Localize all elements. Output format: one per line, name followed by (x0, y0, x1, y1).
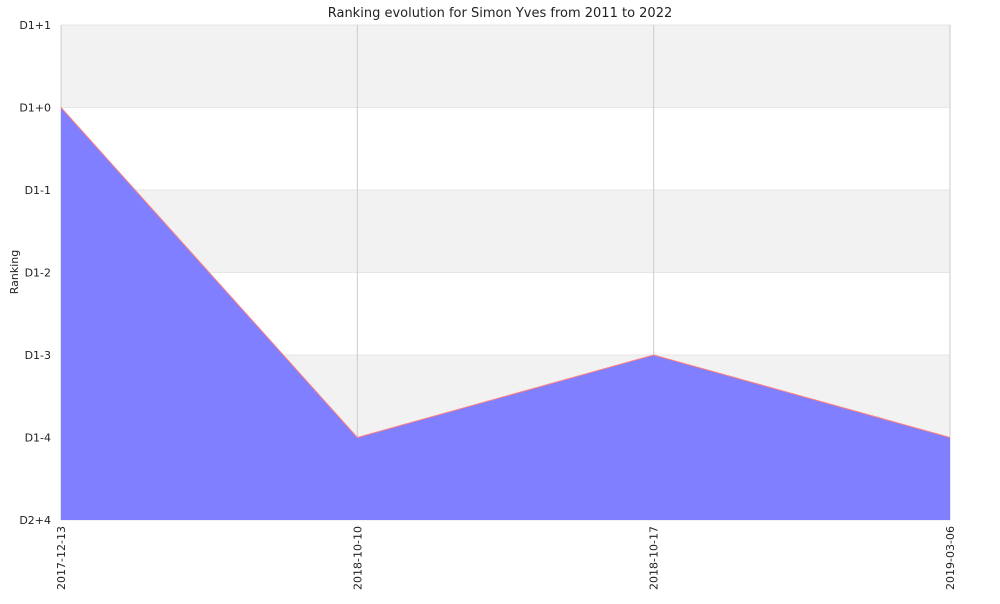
y-tick-label: D1-3 (25, 349, 51, 362)
chart-title: Ranking evolution for Simon Yves from 20… (328, 6, 673, 21)
y-tick-label: D1-1 (25, 184, 51, 197)
x-tick-label: 2018-10-10 (351, 526, 364, 590)
series-line (60, 107, 951, 439)
x-tick-label: 2019-03-06 (944, 526, 957, 590)
y-tick-label: D1-4 (25, 432, 51, 445)
tick-labels: D1+1 D1+0 D1-1 D1-2 D1-3 D1-4 D2+4 2017-12-13 20… (19, 19, 957, 590)
background-band (61, 107, 950, 190)
y-tick-label: D2+4 (19, 514, 51, 527)
y-tick-label: D1+0 (19, 102, 51, 115)
y-tick-label: D1-2 (25, 267, 51, 280)
series-area (61, 107, 950, 520)
x-tick-label: 2018-10-17 (648, 526, 661, 590)
background-band (61, 190, 950, 273)
y-axis-label: Ranking (8, 250, 21, 295)
area-layer (60, 107, 951, 520)
background-band (61, 25, 950, 108)
x-tick-label: 2017-12-13 (55, 526, 68, 590)
y-tick-label: D1+1 (19, 19, 51, 32)
